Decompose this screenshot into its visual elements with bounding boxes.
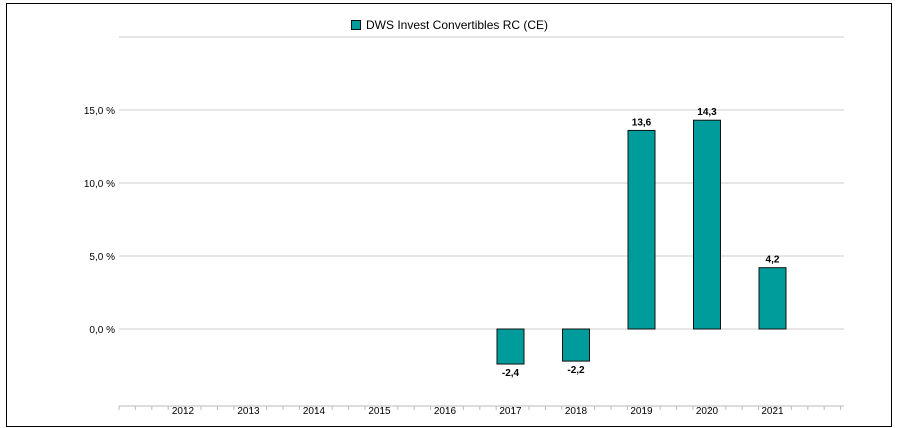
bar-chart: 0,0 % 5,0 % 10,0 % 15,0 % 2012 2013 2014 2015 20… xyxy=(84,36,844,417)
data-label-2021: 4,2 xyxy=(766,255,780,266)
x-tick-label: 2020 xyxy=(696,406,719,417)
x-tick-label: 2017 xyxy=(499,406,522,417)
bar-2018 xyxy=(562,328,590,362)
legend-label: DWS Invest Convertibles RC (CE) xyxy=(366,18,549,32)
x-tick-label: 2021 xyxy=(761,406,784,417)
chart-frame: DWS Invest Convertibles RC (CE) 0,0 % 5,0… xyxy=(6,3,892,427)
x-tick-label: 2018 xyxy=(565,406,588,417)
data-label-2017: -2,4 xyxy=(502,368,520,379)
x-tick-label: 2019 xyxy=(630,406,653,417)
data-label-2019: 13,6 xyxy=(632,117,652,128)
y-tick-label: 5,0 % xyxy=(89,252,115,263)
x-tick-label: 2016 xyxy=(434,406,457,417)
bar-2020 xyxy=(693,119,721,330)
legend: DWS Invest Convertibles RC (CE) xyxy=(351,18,548,32)
x-tick-label: 2013 xyxy=(237,406,260,417)
data-label-2020: 14,3 xyxy=(697,107,717,118)
bar-2021 xyxy=(758,267,787,330)
x-tick-label: 2012 xyxy=(172,406,195,417)
y-tick-label: 10,0 % xyxy=(84,179,115,190)
bar-2019 xyxy=(627,129,656,330)
legend-swatch xyxy=(351,20,361,30)
x-tick-label: 2015 xyxy=(368,406,391,417)
x-tick-label: 2014 xyxy=(303,406,326,417)
y-tick-label: 0,0 % xyxy=(89,325,115,336)
bar-2017 xyxy=(496,328,525,365)
data-label-2018: -2,2 xyxy=(567,365,585,376)
y-tick-label: 15,0 % xyxy=(84,106,115,117)
